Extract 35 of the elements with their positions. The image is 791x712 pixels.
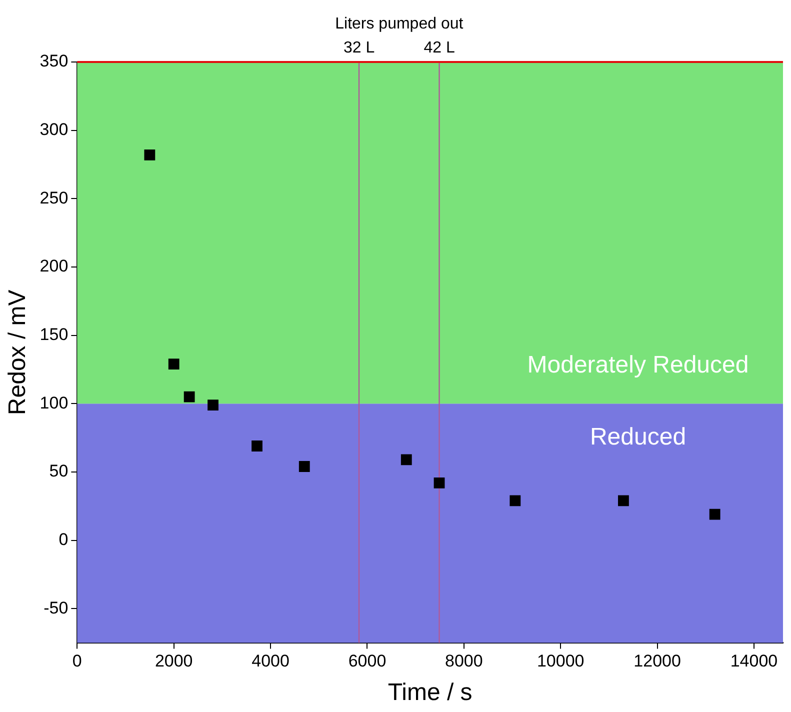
y-tick-label: 350	[40, 52, 68, 71]
x-tick-label: 2000	[154, 652, 193, 671]
point	[208, 400, 218, 410]
x-tick-label: 4000	[252, 652, 290, 671]
point	[618, 495, 629, 506]
point	[434, 477, 445, 488]
point	[184, 391, 195, 402]
band-label: Moderately Reduced	[527, 351, 749, 378]
x-tick-label: 8000	[445, 652, 483, 671]
ref-line-label: 42 L	[424, 39, 455, 56]
x-axis-title: Time / s	[388, 679, 472, 706]
y-tick-label: 250	[40, 188, 68, 208]
chart-title: Liters pumped out	[335, 15, 464, 32]
ref-line-label: 32 L	[343, 39, 375, 56]
point	[709, 508, 720, 520]
point	[144, 149, 156, 160]
point	[252, 440, 262, 452]
y-tick-label: 150	[40, 325, 68, 344]
y-tick-label: -50	[44, 598, 68, 618]
y-tick-label: 200	[40, 256, 68, 276]
point	[400, 454, 412, 466]
band-label: Reduced	[590, 423, 686, 450]
point	[168, 358, 180, 370]
y-axis-title: Redox / mV	[4, 290, 32, 416]
x-tick-label: 10000	[536, 652, 584, 671]
x-tick-label: 12000	[634, 652, 681, 671]
y-tick-label: 0	[58, 530, 68, 549]
point	[298, 461, 310, 472]
x-tick-label: 14000	[730, 652, 778, 671]
y-tick-label: 100	[40, 393, 68, 412]
y-tick-label: 50	[49, 462, 68, 481]
x-tick-label: 0	[72, 652, 82, 671]
point	[510, 495, 521, 506]
y-tick-label: 300	[40, 120, 68, 140]
x-tick-label: 6000	[348, 652, 386, 671]
